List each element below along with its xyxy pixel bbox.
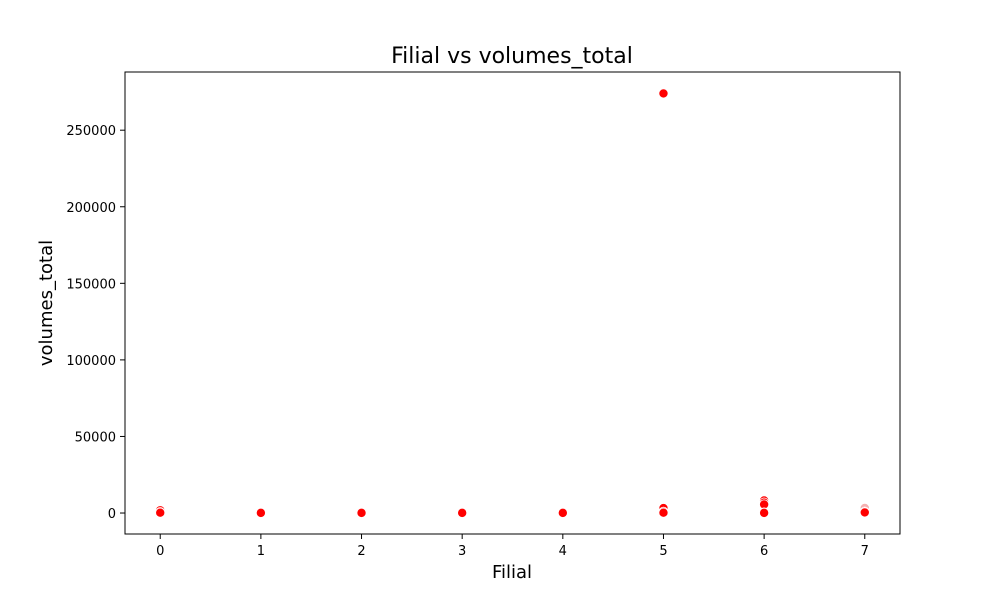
y-axis-title: volumes_total [36, 240, 57, 366]
plot-area-frame [124, 71, 901, 535]
x-tick-label: 4 [559, 544, 567, 559]
x-tick-label: 1 [257, 544, 265, 559]
y-tick-label: 200000 [66, 201, 116, 216]
data-point [658, 507, 669, 518]
x-axis-title: Filial [492, 562, 532, 583]
x-axis: 0 1 2 3 4 5 6 7 [156, 534, 869, 559]
data-point [759, 507, 770, 518]
x-tick-label: 2 [357, 544, 365, 559]
x-tick-label: 7 [861, 544, 869, 559]
chart-title: Filial vs volumes_total [391, 44, 633, 69]
x-tick-label: 6 [760, 544, 768, 559]
y-tick-label: 250000 [66, 124, 116, 139]
data-point [457, 507, 468, 518]
data-point [658, 88, 669, 99]
y-axis: 0 50000 100000 150000 200000 250000 [66, 124, 125, 522]
y-tick-label: 50000 [75, 430, 116, 445]
x-tick-label: 3 [458, 544, 466, 559]
data-point [255, 507, 266, 518]
x-tick-label: 0 [156, 544, 164, 559]
data-point [356, 507, 367, 518]
data-point [859, 507, 870, 518]
y-tick-label: 150000 [66, 277, 116, 292]
data-points [155, 88, 870, 518]
x-tick-label: 5 [659, 544, 667, 559]
data-point [155, 507, 166, 518]
y-tick-label: 100000 [66, 354, 116, 369]
y-tick-label: 0 [108, 507, 116, 522]
data-point [557, 507, 568, 518]
